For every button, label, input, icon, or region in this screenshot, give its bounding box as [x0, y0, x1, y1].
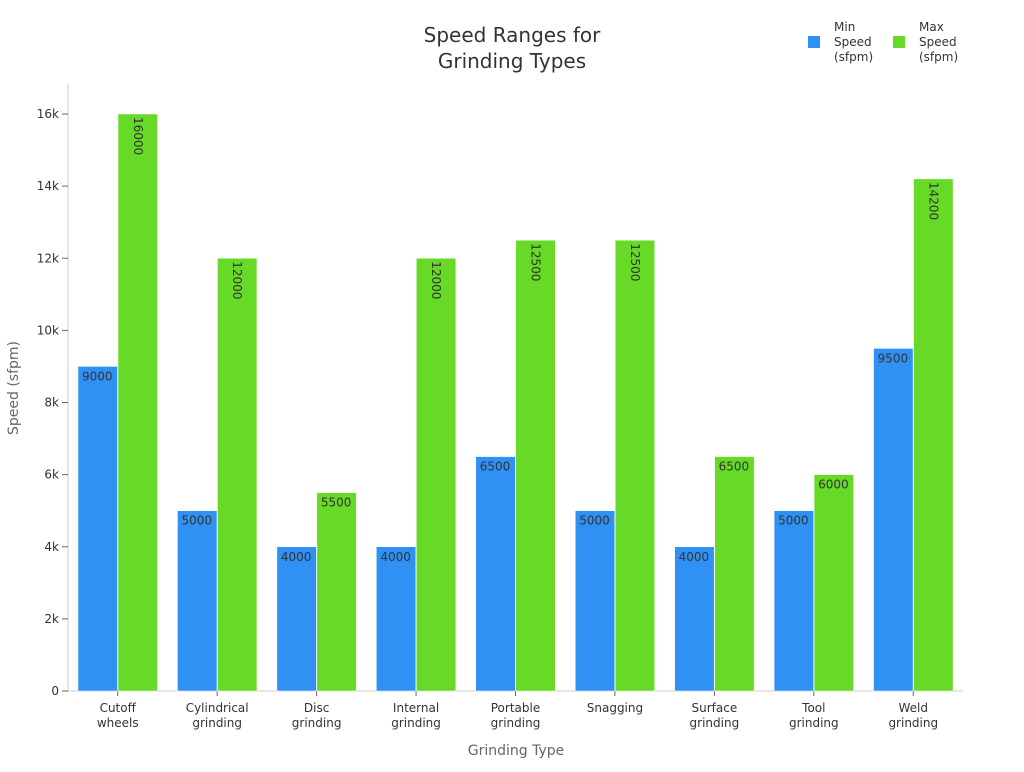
x-tick-label-line: grinding [192, 716, 242, 730]
bar-max [515, 239, 556, 692]
bar-min [475, 456, 516, 692]
x-tick-label-line: wheels [97, 716, 139, 730]
bar-min [77, 366, 118, 692]
legend-swatch-1 [893, 36, 905, 48]
x-tick-label: Weld grinding [888, 701, 938, 730]
x-tick-label-line: grinding [292, 716, 342, 730]
x-axis-title: Grinding Type [468, 743, 565, 759]
data-label: 9500 [878, 351, 909, 365]
data-label: 4000 [679, 550, 710, 564]
data-label: 14200 [926, 182, 940, 220]
x-tick-label-line: Portable [491, 701, 540, 715]
bar-max [117, 113, 158, 692]
data-label: 4000 [281, 550, 312, 564]
legend-swatch-0 [808, 36, 820, 48]
data-label: 9000 [82, 369, 113, 383]
bars [77, 113, 954, 692]
x-tick-label-line: grinding [888, 716, 938, 730]
bar-max [217, 258, 258, 692]
x-tick-label: Tool grinding [789, 701, 839, 730]
x-tick-label-line: Cutoff [100, 701, 137, 715]
legend-label-0: Min Speed (sfpm) [834, 20, 873, 64]
x-tick-label: Cylindrical grinding [186, 701, 249, 730]
title-text: Speed Ranges for Grinding Types [424, 23, 601, 73]
bar-max [813, 474, 854, 692]
x-tick-label: Disc grinding [292, 701, 342, 730]
data-label: 12000 [429, 261, 443, 299]
bar-min [873, 348, 914, 692]
legend-label-0-line: (sfpm) [834, 50, 873, 64]
bar-min [574, 510, 615, 692]
bar-max [614, 239, 655, 692]
legend-label-1-line: Max [919, 20, 944, 34]
y-tick-label: 10k [37, 323, 59, 337]
x-tick-label-line: grinding [491, 716, 541, 730]
data-labels: 9000 5000 4000 4000 6500 5000 4000 5000 9500 1600… [82, 117, 940, 564]
y-axis-title: Speed (sfpm) [6, 341, 22, 435]
axes: 0 2k 4k 6k 8k 10k 12k 14k 16k Speed (sfpm) Grindin… [6, 84, 963, 759]
title-text-line: Speed Ranges for [424, 23, 601, 47]
data-label: 5000 [778, 514, 809, 528]
bar-min [276, 546, 317, 692]
legend-label-1: Max Speed (sfpm) [919, 20, 958, 64]
bar-min [674, 546, 715, 692]
x-tick-label: Surface grinding [690, 701, 740, 730]
data-label: 6000 [818, 478, 849, 492]
data-label: 12000 [230, 261, 244, 299]
x-tick-label-line: Snagging [587, 701, 643, 715]
y-tick-label: 12k [37, 251, 59, 265]
y-tick-label: 16k [37, 107, 59, 121]
bar-max [714, 456, 755, 692]
legend-label-1-line: Speed [919, 35, 957, 49]
x-tick-label-line: Internal [393, 701, 439, 715]
bar-max [416, 258, 457, 692]
x-tick-label: Portable grinding [491, 701, 541, 730]
x-tick-label-line: grinding [789, 716, 839, 730]
title-text-line: Grinding Types [438, 49, 586, 73]
data-label: 12500 [628, 243, 642, 281]
data-label: 5000 [181, 514, 212, 528]
y-tick-label: 6k [44, 468, 59, 482]
y-tick-label: 14k [37, 179, 59, 193]
y-tick-label: 8k [44, 396, 59, 410]
data-label: 12500 [529, 243, 543, 281]
x-tick-label-line: Surface [692, 701, 738, 715]
data-label: 16000 [131, 117, 145, 155]
x-tick-label-line: Weld [899, 701, 929, 715]
data-label: 4000 [380, 550, 411, 564]
legend: Min Speed (sfpm)Max Speed (sfpm) [808, 20, 958, 64]
y-tick-label: 0 [51, 684, 59, 698]
x-tick-label-line: Disc [304, 701, 329, 715]
x-tick-label: Snagging [587, 701, 643, 715]
data-label: 5000 [579, 514, 610, 528]
bar-max [913, 178, 954, 692]
x-tick-label: Internal grinding [391, 701, 441, 730]
bar-min [376, 546, 417, 692]
data-label: 6500 [719, 460, 750, 474]
x-tick-label-line: Cylindrical [186, 701, 249, 715]
y-tick-label: 4k [44, 540, 59, 554]
bar-min [177, 510, 218, 692]
data-label: 6500 [480, 460, 511, 474]
data-label: 5500 [321, 496, 352, 510]
x-tick-label-line: Tool [801, 701, 825, 715]
chart-title: Speed Ranges for Grinding Types [424, 23, 601, 73]
x-tick-label: Cutoff wheels [97, 701, 139, 730]
x-tick-label-line: grinding [690, 716, 740, 730]
bar-min [773, 510, 814, 692]
legend-label-0-line: Min [834, 20, 855, 34]
x-tick-label-line: grinding [391, 716, 441, 730]
bar-max [316, 492, 357, 692]
legend-label-0-line: Speed [834, 35, 872, 49]
legend-label-1-line: (sfpm) [919, 50, 958, 64]
y-tick-label: 2k [44, 612, 59, 626]
